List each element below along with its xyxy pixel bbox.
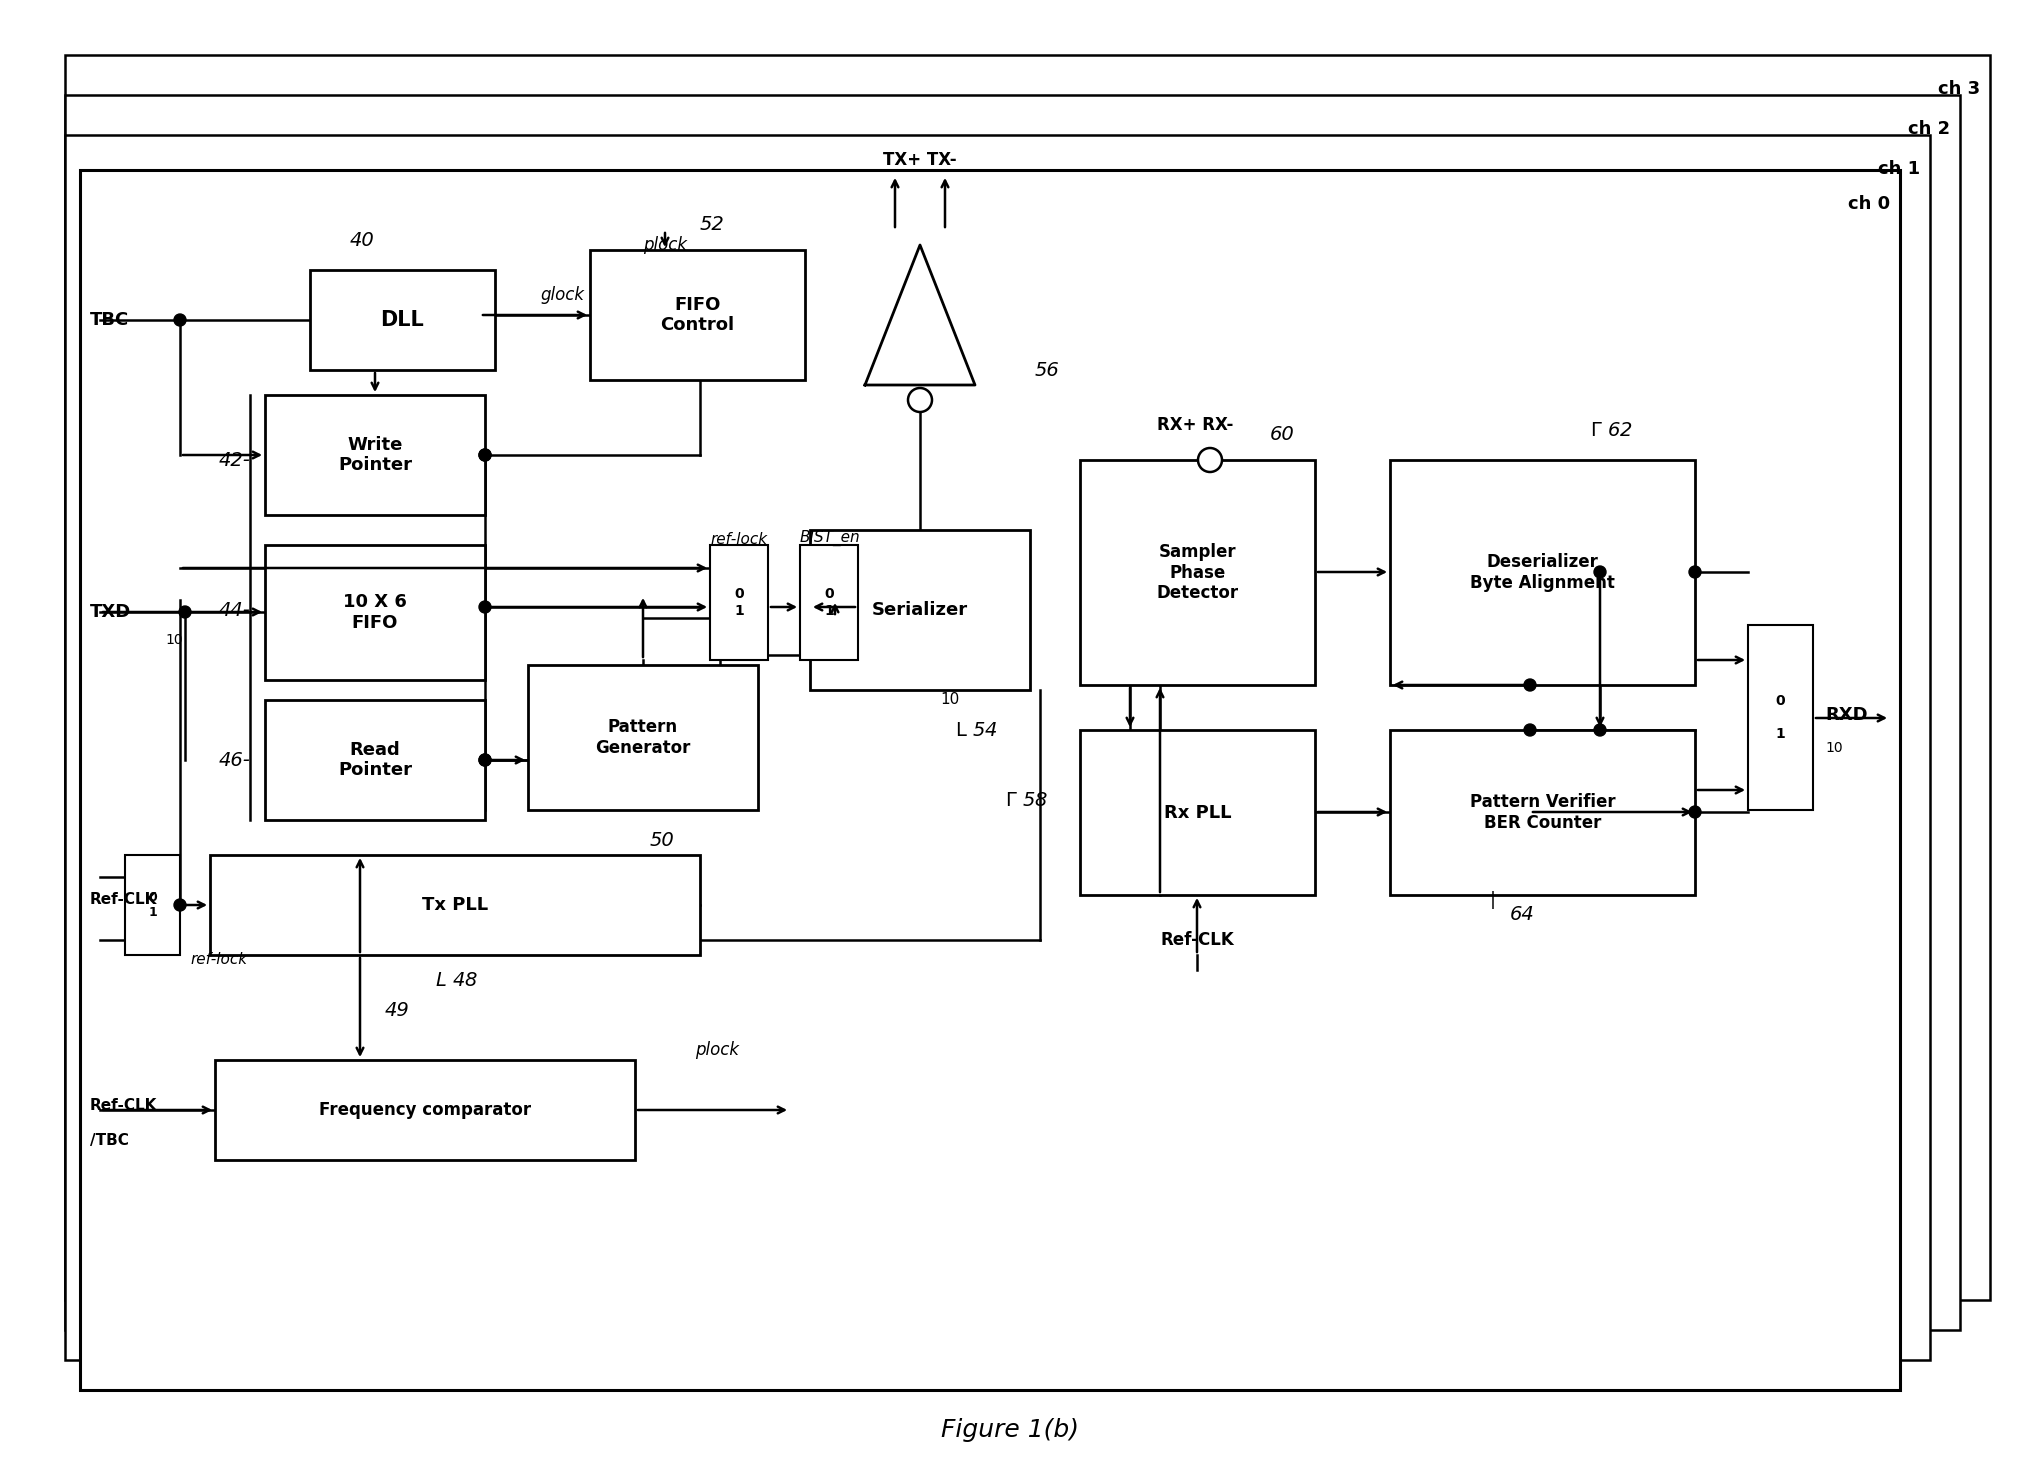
Text: Tx PLL: Tx PLL (423, 895, 487, 914)
Bar (125, 855, 180, 954)
Circle shape (174, 898, 186, 912)
Text: ch 3: ch 3 (1937, 80, 1980, 97)
Text: TXD: TXD (91, 603, 131, 621)
Text: Ref-CLK: Ref-CLK (1161, 931, 1233, 948)
Circle shape (479, 448, 491, 462)
Text: 56: 56 (1035, 360, 1060, 379)
Text: Ref-CLK: Ref-CLK (91, 1097, 158, 1112)
Bar (81, 170, 1901, 1389)
Bar (265, 544, 485, 680)
Bar (309, 270, 495, 370)
Circle shape (908, 388, 932, 412)
Text: plock: plock (696, 1041, 738, 1059)
Text: $\mathsf{L}$ 54: $\mathsf{L}$ 54 (954, 720, 997, 739)
Text: Rx PLL: Rx PLL (1165, 804, 1231, 822)
Text: TBC: TBC (91, 311, 129, 329)
Bar (265, 701, 485, 820)
Bar (1080, 730, 1314, 895)
Text: $\Gamma$ 58: $\Gamma$ 58 (1005, 791, 1047, 810)
Text: 40: 40 (350, 230, 374, 249)
Bar (1389, 730, 1694, 895)
Text: glock: glock (540, 286, 584, 304)
Text: Sampler
Phase
Detector: Sampler Phase Detector (1157, 543, 1239, 602)
Bar (811, 530, 1029, 690)
Text: 50: 50 (649, 830, 675, 850)
Bar (65, 136, 1931, 1360)
Text: DLL: DLL (380, 310, 425, 330)
Text: 0
 
1: 0 1 (1775, 695, 1785, 740)
Text: 10: 10 (1826, 740, 1842, 755)
Text: 0
1: 0 1 (148, 891, 158, 919)
Bar (590, 249, 805, 381)
Bar (1080, 460, 1314, 684)
Circle shape (174, 314, 186, 326)
Circle shape (1688, 566, 1701, 578)
Text: FIFO
Control: FIFO Control (661, 295, 734, 335)
Text: Pattern
Generator: Pattern Generator (594, 718, 692, 757)
Circle shape (1197, 448, 1221, 472)
Bar (265, 395, 485, 515)
Polygon shape (865, 245, 975, 385)
Bar (1389, 460, 1694, 684)
Text: 44-: 44- (218, 600, 251, 620)
Text: ch 0: ch 0 (1848, 195, 1891, 212)
Text: ref-lock: ref-lock (190, 953, 247, 968)
Text: Read
Pointer: Read Pointer (338, 740, 412, 779)
Circle shape (479, 600, 491, 614)
Text: 64: 64 (1510, 906, 1535, 925)
Circle shape (1688, 805, 1701, 819)
Text: 0
1: 0 1 (825, 587, 833, 618)
Text: BIST_en: BIST_en (801, 530, 861, 546)
Circle shape (1525, 724, 1537, 736)
Text: Deserializer
Byte Alignment: Deserializer Byte Alignment (1470, 553, 1616, 591)
Circle shape (1525, 678, 1537, 690)
Text: 46-: 46- (218, 751, 251, 770)
Text: ch 2: ch 2 (1909, 119, 1949, 139)
Bar (65, 55, 1990, 1299)
Bar (1747, 625, 1814, 810)
Text: $L$ 48: $L$ 48 (435, 971, 477, 990)
Circle shape (180, 606, 190, 618)
Text: Figure 1(b): Figure 1(b) (940, 1417, 1080, 1443)
Text: $\Gamma$ 62: $\Gamma$ 62 (1589, 420, 1632, 440)
Text: RXD: RXD (1826, 707, 1868, 724)
Bar (528, 665, 758, 810)
Text: RX+ RX-: RX+ RX- (1157, 416, 1233, 434)
Text: 10: 10 (166, 633, 182, 648)
Text: plock: plock (643, 236, 687, 254)
Circle shape (1593, 724, 1605, 736)
Text: |: | (1490, 891, 1496, 909)
Text: Serializer: Serializer (871, 600, 969, 620)
Bar (801, 544, 857, 659)
Text: ref-lock: ref-lock (710, 532, 766, 547)
Text: Write
Pointer: Write Pointer (338, 435, 412, 475)
Text: 49: 49 (384, 1000, 410, 1019)
Bar (214, 1061, 635, 1159)
Text: 52: 52 (700, 215, 724, 235)
Text: ch 1: ch 1 (1878, 159, 1921, 178)
Circle shape (479, 448, 491, 462)
Bar (710, 544, 768, 659)
Text: Ref-CLK: Ref-CLK (91, 892, 158, 907)
Circle shape (479, 754, 491, 766)
Text: 10 X 6
FIFO: 10 X 6 FIFO (344, 593, 406, 631)
Bar (210, 855, 700, 954)
Text: 42-: 42- (218, 450, 251, 469)
Text: Frequency comparator: Frequency comparator (319, 1100, 532, 1120)
Circle shape (1593, 566, 1605, 578)
Text: TX+ TX-: TX+ TX- (884, 150, 956, 170)
Text: 0
1: 0 1 (734, 587, 744, 618)
Text: /TBC: /TBC (91, 1133, 129, 1148)
Bar (65, 94, 1959, 1330)
Text: 60: 60 (1270, 425, 1294, 444)
Text: 10: 10 (940, 692, 958, 708)
Circle shape (479, 754, 491, 766)
Text: Pattern Verifier
BER Counter: Pattern Verifier BER Counter (1470, 794, 1616, 832)
